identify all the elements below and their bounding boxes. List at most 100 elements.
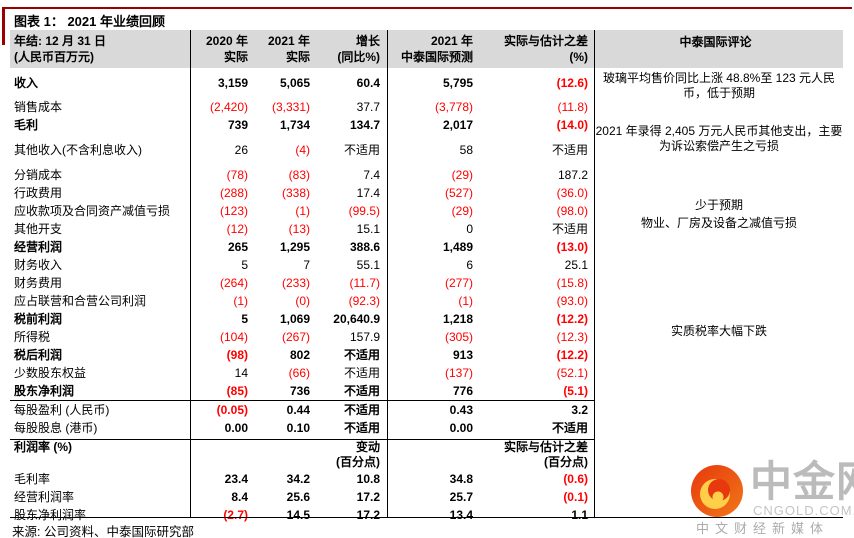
cell-value: (12.3)	[556, 330, 588, 344]
table-body-eps: 每股盈利 (人民币) (0.05) 0.44 不适用 0.43 3.2 每股股息 (港币) 0…	[10, 401, 843, 437]
cell-value: 5	[241, 312, 248, 326]
cell-value: (36.0)	[556, 186, 588, 200]
cell-value: 13.4	[449, 508, 473, 522]
cell-value: (1)	[295, 204, 310, 218]
cell-value: 0	[466, 222, 473, 236]
cell-value: 17.4	[356, 186, 380, 200]
cell-value: 7.4	[363, 168, 380, 182]
cell-value: 265	[227, 240, 248, 254]
row-label: 行政费用	[14, 186, 63, 200]
cell-value: 14.5	[286, 508, 310, 522]
table-row: 应占联营和合营公司利润 (1) (0) (92.3) (1) (93.0)	[10, 292, 843, 310]
header-col-forecast: 2021 年 中泰国际预测	[380, 30, 473, 68]
cell-value: (2,420)	[209, 100, 248, 114]
row-label: 毛利	[14, 118, 39, 132]
cell-value: 5,795	[442, 76, 473, 90]
cell-value: 1,489	[442, 240, 473, 254]
row-label: 其他收入(不含利息收入)	[14, 143, 142, 157]
cell-value: (267)	[281, 330, 310, 344]
cell-value: 0.10	[286, 421, 310, 435]
header-col-line1: 2021 年	[267, 34, 310, 48]
ratio-diff-line1: 实际与估计之差	[503, 440, 588, 454]
cell-value: (233)	[281, 276, 310, 290]
figure-title: 图表 1： 2021 年业绩回顾	[14, 14, 165, 29]
comment-column: 玻璃平均售价同比上涨 48.8%至 123 元人民币，低于预期 2021 年录得 …	[595, 30, 843, 518]
cell-value: 913	[452, 348, 473, 362]
cell-value: 7	[303, 258, 310, 272]
accent-top-rule	[2, 7, 852, 9]
cell-value: (123)	[219, 204, 248, 218]
table-row: 其他收入(不含利息收入) 26 (4) 不适用 58 不适用	[10, 141, 843, 159]
ratio-growth-line2: (百分点)	[336, 455, 380, 469]
table-row: 毛利 739 1,734 134.7 2,017 (14.0)	[10, 116, 843, 134]
table-row: 毛利率 23.4 34.2 10.8 34.8 (0.6)	[10, 470, 843, 488]
header-col-line1: 实际与估计之差	[503, 34, 588, 48]
cell-value: 34.8	[449, 472, 473, 486]
table-row: 其他开支 (12) (13) 15.1 0 不适用	[10, 220, 843, 238]
cell-value: 37.7	[356, 100, 380, 114]
analyst-comment: 少于预期	[694, 198, 743, 212]
cell-value: 802	[289, 348, 310, 362]
cell-value: (11.7)	[349, 276, 380, 290]
header-col-comment: 中泰国际评论	[588, 30, 843, 68]
ratio-header-label: 利润率 (%)	[10, 440, 190, 470]
cell-value: (85)	[226, 384, 248, 398]
row-label: 每股盈利 (人民币)	[14, 403, 110, 417]
cell-value: (264)	[219, 276, 248, 290]
header-col-line1: 2020 年	[205, 34, 248, 48]
analyst-comment: 物业、厂房及设备之减值亏损	[640, 216, 797, 230]
table-row: 股东净利润率 (2.7) 14.5 17.2 13.4 1.1	[10, 506, 843, 524]
cell-value: 不适用	[551, 143, 588, 157]
cell-value: (66)	[288, 366, 310, 380]
cell-value: (29)	[451, 204, 473, 218]
cell-value: 不适用	[343, 366, 380, 380]
cell-value: 不适用	[551, 421, 588, 435]
column-divider	[190, 30, 191, 518]
column-divider	[387, 30, 388, 518]
cell-value: (0)	[295, 294, 310, 308]
cell-value: 5,065	[279, 76, 310, 90]
cell-value: (0.05)	[216, 403, 248, 417]
cell-value: 15.1	[356, 222, 380, 236]
cell-value: (1)	[458, 294, 473, 308]
analyst-comment: 2021 年录得 2,405 万元人民币其他支出，主要为诉讼索偿产生之亏损	[595, 124, 843, 153]
header-label-line2: (人民币百万元)	[14, 50, 94, 64]
section-divider	[10, 439, 594, 440]
cell-value: 3.2	[571, 403, 588, 417]
cell-value: (78)	[226, 168, 248, 182]
row-label: 应占联营和合营公司利润	[14, 294, 147, 308]
cell-value: 0.00	[224, 421, 248, 435]
header-col-line2: 实际	[223, 50, 248, 64]
row-label: 财务费用	[14, 276, 63, 290]
table-row: 所得税 (104) (267) 157.9 (305) (12.3)	[10, 328, 843, 346]
cell-value: (29)	[451, 168, 473, 182]
cell-value: 25.7	[449, 490, 473, 504]
ratio-section-header: 利润率 (%) 变动 (百分点) 实际与估计之差 (百分点)	[10, 440, 843, 470]
cell-value: 3,159	[217, 76, 248, 90]
table-body-main: 收入 3,159 5,065 60.4 5,795 (12.6) 销售成本 (2,420) (3…	[10, 68, 843, 400]
row-label: 股东净利润	[14, 384, 75, 398]
cell-value: 34.2	[286, 472, 310, 486]
row-label: 税后利润	[14, 348, 63, 362]
header-col-diff: 实际与估计之差 (%)	[473, 30, 588, 68]
accent-left-tick	[2, 7, 5, 45]
cell-value: 1,069	[279, 312, 310, 326]
cell-value: (15.8)	[556, 276, 588, 290]
cell-value: (104)	[219, 330, 248, 344]
cell-value: 14	[234, 366, 248, 380]
table-row: 收入 3,159 5,065 60.4 5,795 (12.6)	[10, 68, 843, 98]
cell-value: (338)	[281, 186, 310, 200]
cell-value: (99.5)	[348, 204, 380, 218]
cell-value: 1,295	[279, 240, 310, 254]
table-row: 财务收入 5 7 55.1 6 25.1	[10, 256, 843, 274]
row-label: 分销成本	[14, 168, 63, 182]
cell-value: (83)	[288, 168, 310, 182]
cell-value: 0.00	[449, 421, 473, 435]
cell-value: (0.6)	[563, 472, 588, 486]
cell-value: 20,640.9	[333, 312, 380, 326]
row-label: 财务收入	[14, 258, 63, 272]
cell-value: 17.2	[356, 508, 380, 522]
cell-value: (13.0)	[556, 240, 588, 254]
table-row: 税后利润 (98) 802 不适用 913 (12.2)	[10, 346, 843, 364]
table-row: 销售成本 (2,420) (3,331) 37.7 (3,778) (11.8)	[10, 98, 843, 116]
